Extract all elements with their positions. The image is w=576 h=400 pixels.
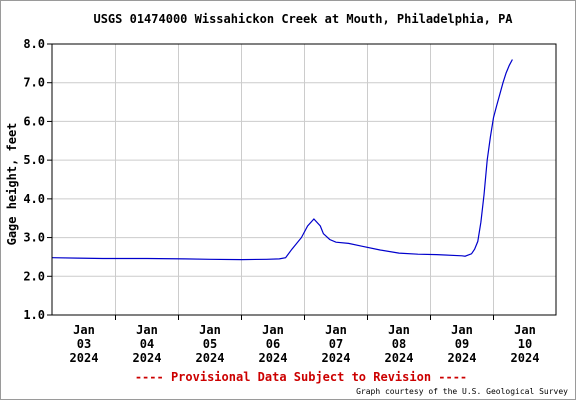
- x-tick-label: 08: [392, 337, 406, 351]
- x-tick-label: Jan: [199, 323, 221, 337]
- x-tick-label: 2024: [322, 351, 351, 365]
- x-tick-label: 2024: [196, 351, 225, 365]
- x-tick-label: 2024: [70, 351, 99, 365]
- grid-lines: [52, 43, 556, 316]
- x-tick-label: Jan: [262, 323, 284, 337]
- x-tick-label: 2024: [448, 351, 477, 365]
- x-tick-label: 05: [203, 337, 217, 351]
- x-tick-label: 2024: [385, 351, 414, 365]
- x-tick-label: Jan: [514, 323, 536, 337]
- x-tick-label: Jan: [325, 323, 347, 337]
- x-tick-label: 09: [455, 337, 469, 351]
- x-axis-ticks: Jan032024Jan042024Jan052024Jan062024Jan0…: [70, 315, 540, 365]
- y-tick-label: 7.0: [23, 76, 45, 90]
- y-tick-label: 1.0: [23, 308, 45, 322]
- x-tick-label: 2024: [511, 351, 540, 365]
- y-axis-ticks: 1.0 2.0 3.0 4.0 5.0 6.0 7.0 8.0: [23, 37, 52, 322]
- y-tick-label: 4.0: [23, 192, 45, 206]
- x-tick-label: Jan: [451, 323, 473, 337]
- y-tick-label: 6.0: [23, 114, 45, 128]
- credit-text: Graph courtesy of the U.S. Geological Su…: [356, 387, 568, 396]
- x-tick-label: 2024: [133, 351, 162, 365]
- x-tick-label: 10: [518, 337, 532, 351]
- gage-height-series-line: [52, 59, 513, 261]
- x-tick-label: 06: [266, 337, 280, 351]
- provisional-notice: ---- Provisional Data Subject to Revisio…: [135, 370, 467, 384]
- x-tick-label: Jan: [73, 323, 95, 337]
- x-tick-label: Jan: [388, 323, 410, 337]
- y-tick-label: 3.0: [23, 231, 45, 245]
- x-tick-label: Jan: [136, 323, 158, 337]
- plot-area-border: [51, 43, 557, 316]
- x-tick-label: 2024: [259, 351, 288, 365]
- x-tick-label: 03: [77, 337, 91, 351]
- y-tick-label: 8.0: [23, 37, 45, 51]
- y-axis-label: Gage height, feet: [5, 123, 19, 246]
- chart-title: USGS 01474000 Wissahickon Creek at Mouth…: [93, 12, 513, 26]
- x-tick-label: 07: [329, 337, 343, 351]
- y-tick-label: 2.0: [23, 269, 45, 283]
- x-tick-label: 04: [140, 337, 154, 351]
- y-tick-label: 5.0: [23, 153, 45, 167]
